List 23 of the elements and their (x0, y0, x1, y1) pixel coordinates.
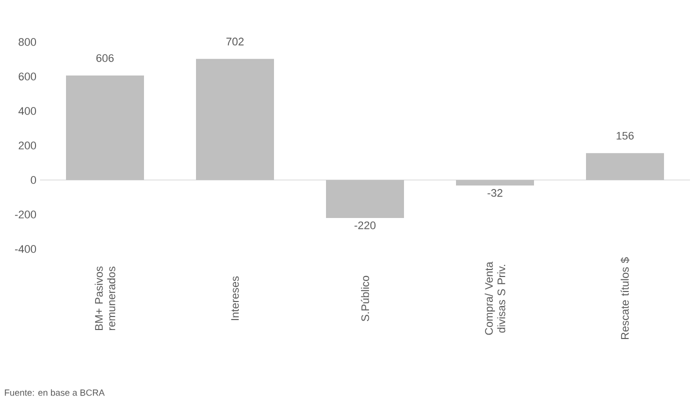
y-tick-label: -400 (15, 245, 36, 253)
bar (586, 153, 664, 180)
bar (196, 58, 274, 180)
y-tick-label: 0 (30, 176, 36, 184)
y-tick-label: -200 (15, 210, 36, 218)
y-tick-label: 200 (18, 142, 36, 150)
source-note: Fuente: en base a BCRA (4, 389, 105, 396)
x-tick-label: Intereses (231, 276, 239, 320)
y-tick-label: 800 (18, 38, 36, 46)
bar (456, 180, 534, 186)
data-label: -32 (488, 189, 502, 197)
x-tick-label: Rescate títulos $ (620, 257, 630, 340)
x-tick-label: S.Público (360, 276, 370, 322)
x-tick-label: Compra/ Venta divisas S Priv. (484, 262, 506, 335)
y-tick-label: 600 (18, 72, 36, 80)
y-tick-label: 400 (18, 107, 36, 115)
bar (66, 75, 144, 180)
data-label: 702 (226, 38, 244, 46)
x-tick-label: BM+ Pasivos remunerados (94, 266, 116, 330)
bar (326, 180, 404, 218)
data-label: 606 (96, 54, 114, 62)
data-label: 156 (616, 132, 634, 140)
data-label: -220 (354, 221, 376, 230)
